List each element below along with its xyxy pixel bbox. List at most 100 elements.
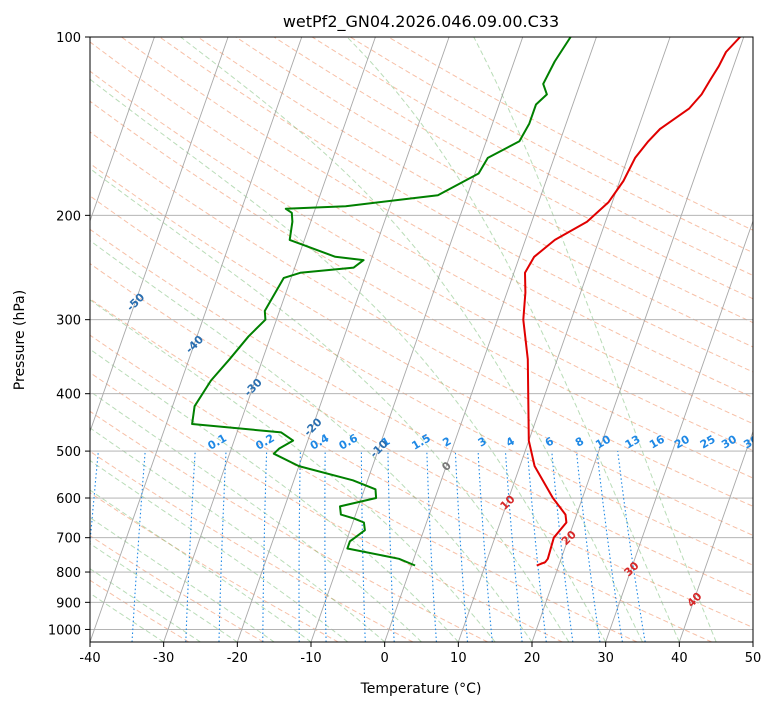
moist-adiabat (90, 299, 496, 642)
mixing-ratio-label: 25 (698, 433, 718, 452)
mixing-ratio-label: 16 (647, 432, 667, 451)
isotherm (90, 37, 229, 433)
temperature-profile-line (522, 37, 741, 567)
plot-frame (89, 36, 754, 643)
x-axis-title: Temperature (°C) (360, 681, 482, 697)
dry-adiabat (311, 37, 753, 276)
y-tick-label: 200 (56, 209, 81, 224)
y-tick-label: 1000 (48, 623, 81, 638)
dry-adiabat (90, 334, 638, 642)
chart-title: wetPf2_GN04.2026.046.09.00.C33 (283, 12, 559, 32)
mixing-ratio-line (617, 451, 646, 642)
moist-adiabat (346, 37, 680, 642)
y-tick-label: 300 (56, 314, 81, 329)
y-tick-label: 500 (56, 445, 81, 460)
dry-adiabat (90, 372, 563, 642)
dry-adiabat (90, 535, 264, 642)
mixing-ratio-line (90, 451, 99, 550)
isotherm-label: 40 (685, 590, 705, 610)
moist-adiabat (90, 542, 238, 642)
isotherm (384, 37, 597, 642)
mixing-ratio-line (551, 451, 574, 642)
y-tick-label: 700 (56, 532, 81, 547)
x-tick-label: -30 (153, 651, 174, 666)
isotherm-label: -70 (9, 197, 32, 220)
dry-adiabat (121, 37, 753, 399)
dry-adiabat (90, 410, 488, 642)
isotherm (605, 219, 753, 642)
mixing-ratio-line (324, 451, 327, 642)
moist-adiabat (90, 167, 570, 642)
dry-adiabat (90, 162, 753, 536)
isotherm (90, 37, 303, 642)
isotherm (0, 37, 7, 642)
mixing-ratio-label: 0.1 (205, 432, 228, 453)
x-tick-label: 50 (745, 651, 762, 666)
mixing-ratio-line (477, 451, 493, 642)
dewpoint-profile-line (191, 37, 572, 567)
y-tick-label: 900 (56, 596, 81, 611)
x-tick-label: -10 (300, 651, 321, 666)
moist-adiabat (90, 568, 201, 642)
isotherm (678, 430, 753, 642)
x-tick-label: -20 (227, 651, 248, 666)
isotherm-label: -60 (67, 243, 90, 266)
isotherm (752, 640, 753, 642)
moist-adiabat (180, 37, 643, 642)
mixing-ratio-label: 8 (573, 435, 586, 450)
dry-adiabat (90, 100, 753, 479)
isotherm-label: 0 (439, 459, 454, 474)
moist-adiabat (473, 37, 717, 642)
y-tick-label: 600 (56, 492, 81, 507)
y-tick-label: 800 (56, 566, 81, 581)
dry-adiabat (90, 263, 753, 629)
moist-adiabat (90, 390, 422, 642)
mixing-ratio-line (262, 451, 268, 642)
x-tick-label: 30 (597, 651, 614, 666)
mixing-ratio-line (298, 451, 301, 642)
x-tick-label: 10 (450, 651, 467, 666)
dry-adiabat (90, 298, 712, 642)
mixing-ratio-label: 3 (476, 435, 489, 450)
mixing-ratio-line (596, 451, 623, 642)
isotherm-label: 20 (559, 528, 579, 548)
dry-adiabat (90, 579, 190, 642)
mixing-ratio-line (426, 451, 437, 642)
mixing-ratio-line (575, 451, 601, 642)
mixing-ratio-label: 0.2 (253, 432, 276, 453)
dry-adiabat (90, 131, 753, 507)
moist-adiabat (90, 489, 312, 642)
mixing-ratio-line (131, 451, 146, 642)
mixing-ratio-label: 20 (672, 432, 692, 451)
x-tick-label: -40 (79, 651, 100, 666)
mixing-ratio-line (454, 451, 469, 642)
mixing-ratio-line (526, 451, 547, 642)
y-tick-label: 100 (56, 31, 81, 46)
mixing-ratio-label: 30 (719, 432, 739, 451)
isotherm-label: -30 (242, 376, 265, 399)
mixing-ratio-line (504, 451, 523, 642)
mixing-ratio-label: 10 (593, 432, 613, 451)
isotherm (163, 37, 376, 642)
mixing-ratio-label: 36 (741, 432, 761, 451)
isotherm (310, 37, 524, 642)
moist-adiabat (90, 78, 607, 642)
x-tick-label: 20 (524, 651, 541, 666)
moist-adiabat (90, 592, 164, 642)
y-axis-title: Pressure (hPa) (12, 290, 28, 390)
dry-adiabat (90, 228, 753, 597)
isotherm (457, 37, 671, 642)
mixing-ratio-label: 13 (623, 433, 643, 452)
moist-adiabat (90, 427, 386, 642)
moist-adiabat (90, 516, 275, 642)
dry-adiabat (273, 37, 753, 300)
isotherm-label: -50 (124, 290, 147, 313)
dry-adiabat (90, 195, 753, 566)
isotherm (90, 37, 155, 223)
y-tick-label: 400 (56, 388, 81, 403)
mixing-ratio-label: 2 (440, 435, 453, 450)
dry-adiabat (197, 37, 753, 348)
moist-adiabat (90, 459, 349, 642)
mixing-ratio-line (360, 451, 366, 642)
